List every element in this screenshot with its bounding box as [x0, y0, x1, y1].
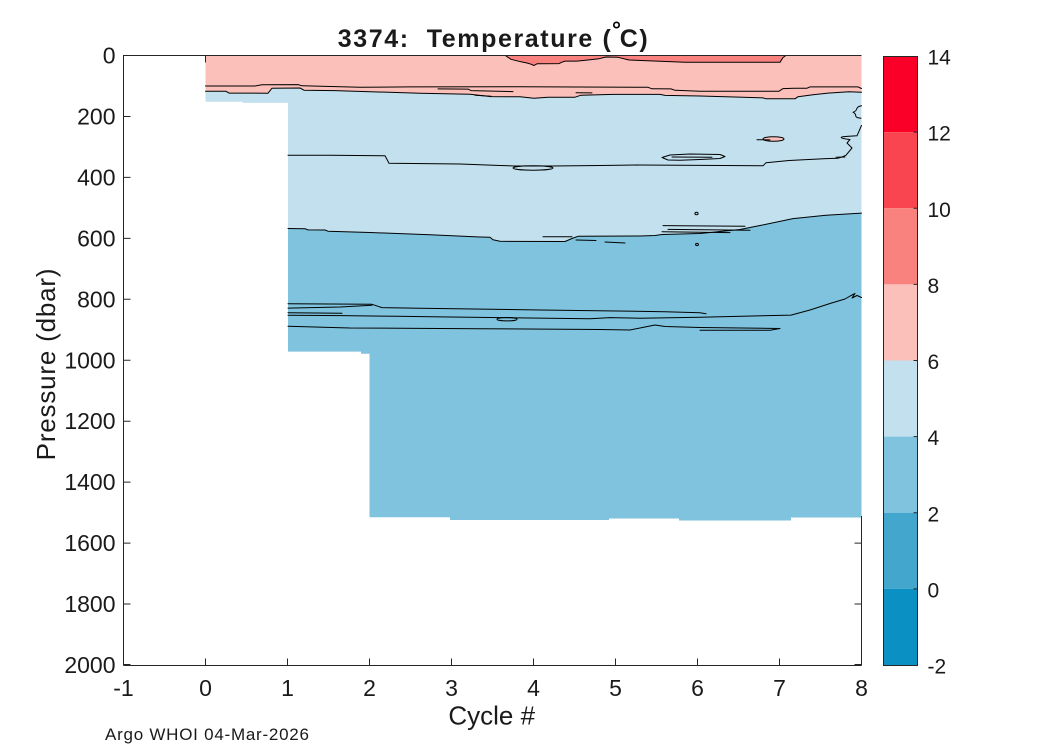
svg-text:0: 0 — [928, 579, 940, 602]
svg-text:5: 5 — [609, 675, 622, 701]
svg-text:Pressure (dbar): Pressure (dbar) — [31, 268, 61, 461]
svg-text:4: 4 — [527, 675, 540, 701]
svg-text:2: 2 — [363, 675, 376, 701]
svg-text:8: 8 — [928, 275, 940, 298]
svg-text:1800: 1800 — [64, 591, 115, 617]
svg-text:800: 800 — [77, 286, 115, 312]
svg-text:6: 6 — [928, 351, 940, 374]
svg-text:0: 0 — [199, 675, 212, 701]
svg-text:3374: Temperature ( C): 3374: Temperature ( C) — [338, 25, 650, 53]
svg-text:600: 600 — [77, 225, 115, 251]
svg-text:1000: 1000 — [64, 347, 115, 373]
svg-text:0: 0 — [103, 43, 116, 69]
svg-text:Cycle #: Cycle # — [448, 701, 535, 731]
svg-text:7: 7 — [773, 675, 786, 701]
svg-text:12: 12 — [928, 123, 951, 146]
svg-text:-2: -2 — [928, 656, 947, 679]
svg-text:3: 3 — [445, 675, 458, 701]
svg-text:14: 14 — [928, 47, 952, 70]
svg-text:1600: 1600 — [64, 530, 115, 556]
svg-text:4: 4 — [928, 427, 940, 450]
svg-text:400: 400 — [77, 164, 115, 190]
svg-text:200: 200 — [77, 103, 115, 129]
svg-text:1: 1 — [281, 675, 294, 701]
svg-text:2000: 2000 — [64, 652, 115, 678]
svg-text:8: 8 — [855, 675, 868, 701]
svg-text:Argo WHOI 04-Mar-2026: Argo WHOI 04-Mar-2026 — [105, 725, 310, 744]
svg-text:1400: 1400 — [64, 469, 115, 495]
svg-text:2: 2 — [928, 503, 940, 526]
svg-text:1200: 1200 — [64, 408, 115, 434]
svg-text:-1: -1 — [113, 675, 133, 701]
svg-text:6: 6 — [691, 675, 704, 701]
svg-text:10: 10 — [928, 199, 951, 222]
